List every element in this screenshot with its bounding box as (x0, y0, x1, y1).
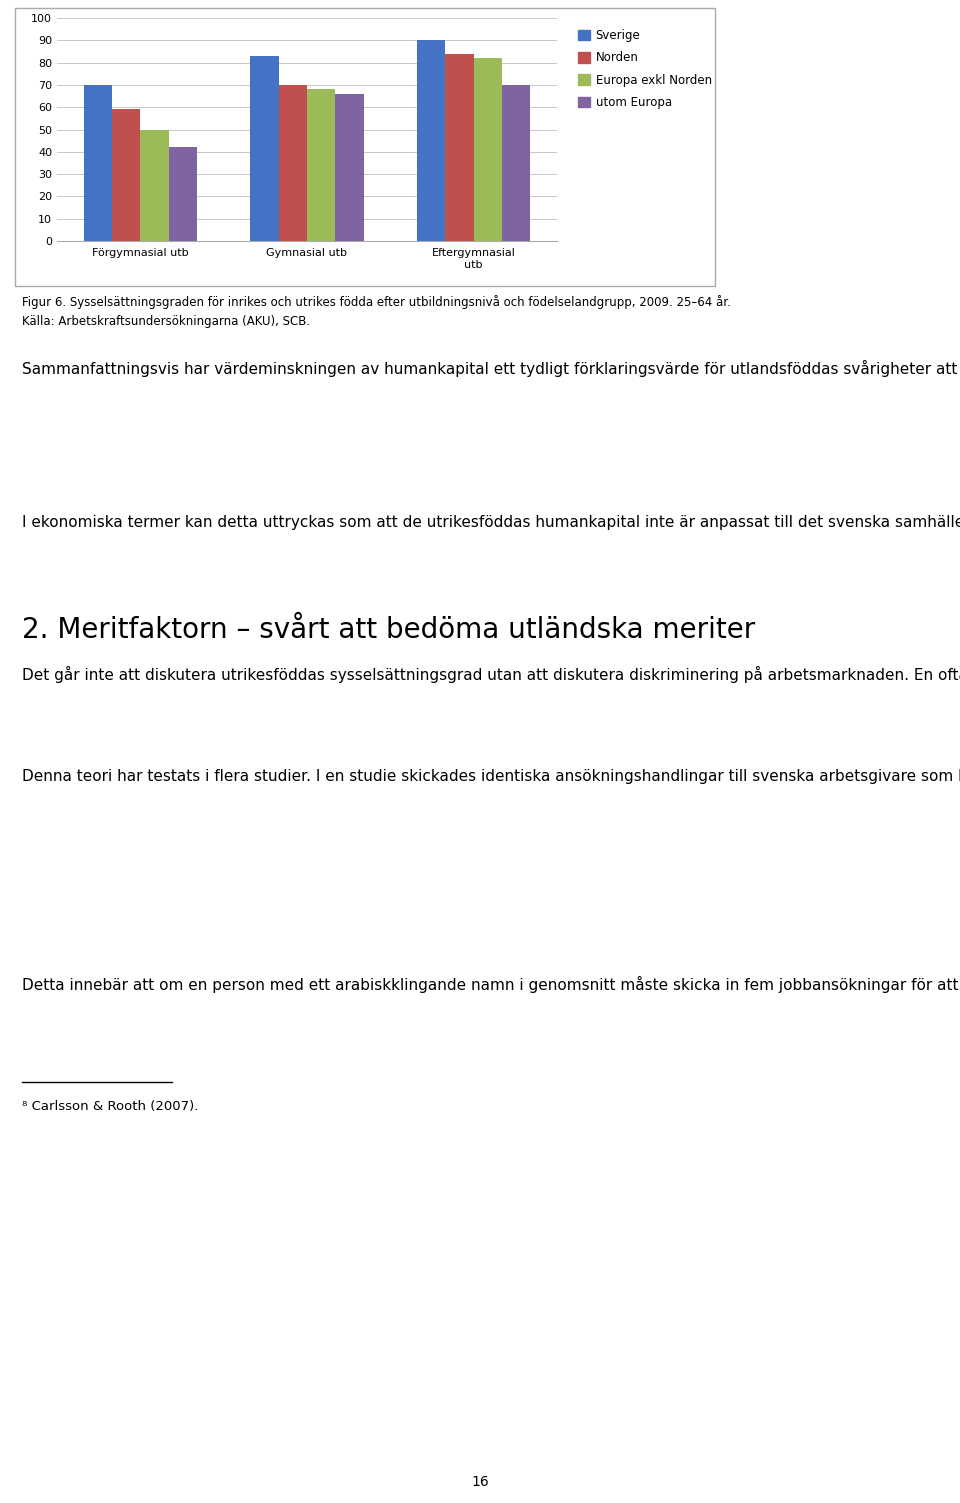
Bar (417, 41, 445, 240)
Text: Detta innebär att om en person med ett arabiskklingande namn i genomsnitt måste : Detta innebär att om en person med ett a… (22, 975, 960, 993)
Bar (278, 84, 307, 240)
Text: Sammanfattningsvis har värdeminskningen av humankapital ett tydligt förklaringsv: Sammanfattningsvis har värdeminskningen … (22, 361, 960, 377)
Legend: Sverige, Norden, Europa exkl Norden, utom Europa: Sverige, Norden, Europa exkl Norden, uto… (578, 29, 711, 110)
Bar (140, 129, 169, 240)
Bar (112, 110, 140, 240)
Bar (84, 84, 112, 240)
Text: Denna teori har testats i flera studier. I en studie skickades identiska ansökni: Denna teori har testats i flera studier.… (22, 767, 960, 785)
Bar (169, 147, 197, 240)
Bar (335, 93, 364, 240)
Text: I ekonomiska termer kan detta uttryckas som att de utrikesföddas humankapital in: I ekonomiska termer kan detta uttryckas … (22, 513, 960, 531)
Bar (307, 89, 335, 240)
Text: Figur 6. Sysselsättningsgraden för inrikes och utrikes födda efter utbildningsni: Figur 6. Sysselsättningsgraden för inrik… (22, 295, 731, 310)
Bar (445, 54, 473, 240)
Bar (473, 59, 502, 240)
Text: Källa: Arbetskraftsundersökningarna (AKU), SCB.: Källa: Arbetskraftsundersökningarna (AKU… (22, 316, 310, 328)
Bar (251, 56, 278, 240)
Text: 16: 16 (471, 1474, 489, 1489)
Bar (502, 84, 530, 240)
Text: 2. Meritfaktorn – svårt att bedöma utländska meriter: 2. Meritfaktorn – svårt att bedöma utlän… (22, 616, 756, 643)
Text: ⁸ Carlsson & Rooth (2007).: ⁸ Carlsson & Rooth (2007). (22, 1100, 199, 1114)
Text: Det går inte att diskutera utrikesföddas sysselsättningsgrad utan att diskutera : Det går inte att diskutera utrikesföddas… (22, 666, 960, 682)
